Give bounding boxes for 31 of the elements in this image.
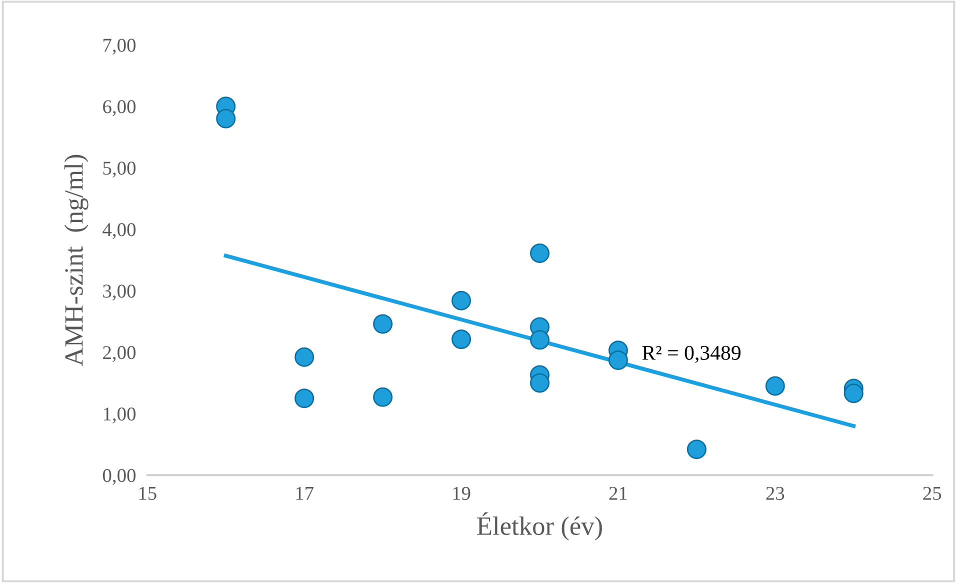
point bbox=[216, 108, 236, 128]
x-tick-label: 25 bbox=[923, 486, 942, 500]
x-tick-label: 17 bbox=[296, 486, 314, 500]
point bbox=[373, 314, 393, 334]
annotation: R² = 0,3489 bbox=[642, 346, 741, 363]
x-tick-label: 21 bbox=[609, 486, 627, 500]
y-tick-label: 1,00 bbox=[104, 407, 136, 424]
point bbox=[452, 330, 472, 350]
x-tick-label: 23 bbox=[766, 486, 784, 500]
point bbox=[686, 440, 706, 460]
y-tick-label: 4,00 bbox=[102, 223, 136, 240]
x-tick-label: 19 bbox=[453, 486, 470, 500]
point bbox=[452, 290, 472, 310]
point bbox=[765, 376, 785, 396]
y-tick-label: 6,00 bbox=[103, 100, 136, 116]
y-tick-label: 3,00 bbox=[103, 284, 136, 300]
point bbox=[530, 373, 550, 393]
y-axis-title: AMH-szint (ng/ml) bbox=[64, 154, 88, 366]
y-tick-label: 7,00 bbox=[104, 38, 136, 55]
point bbox=[530, 330, 550, 350]
y-tick-label: 5,00 bbox=[103, 162, 136, 178]
y-tick-label: 0,00 bbox=[102, 468, 136, 485]
y-tick-label: 2,00 bbox=[103, 346, 136, 362]
x-axis-title: Életkor (év) bbox=[477, 512, 602, 540]
point bbox=[373, 387, 393, 407]
x-tick-label: 15 bbox=[139, 486, 156, 500]
point bbox=[844, 384, 864, 404]
point bbox=[294, 347, 314, 367]
point bbox=[294, 388, 314, 408]
point bbox=[608, 350, 628, 370]
point bbox=[530, 244, 550, 264]
